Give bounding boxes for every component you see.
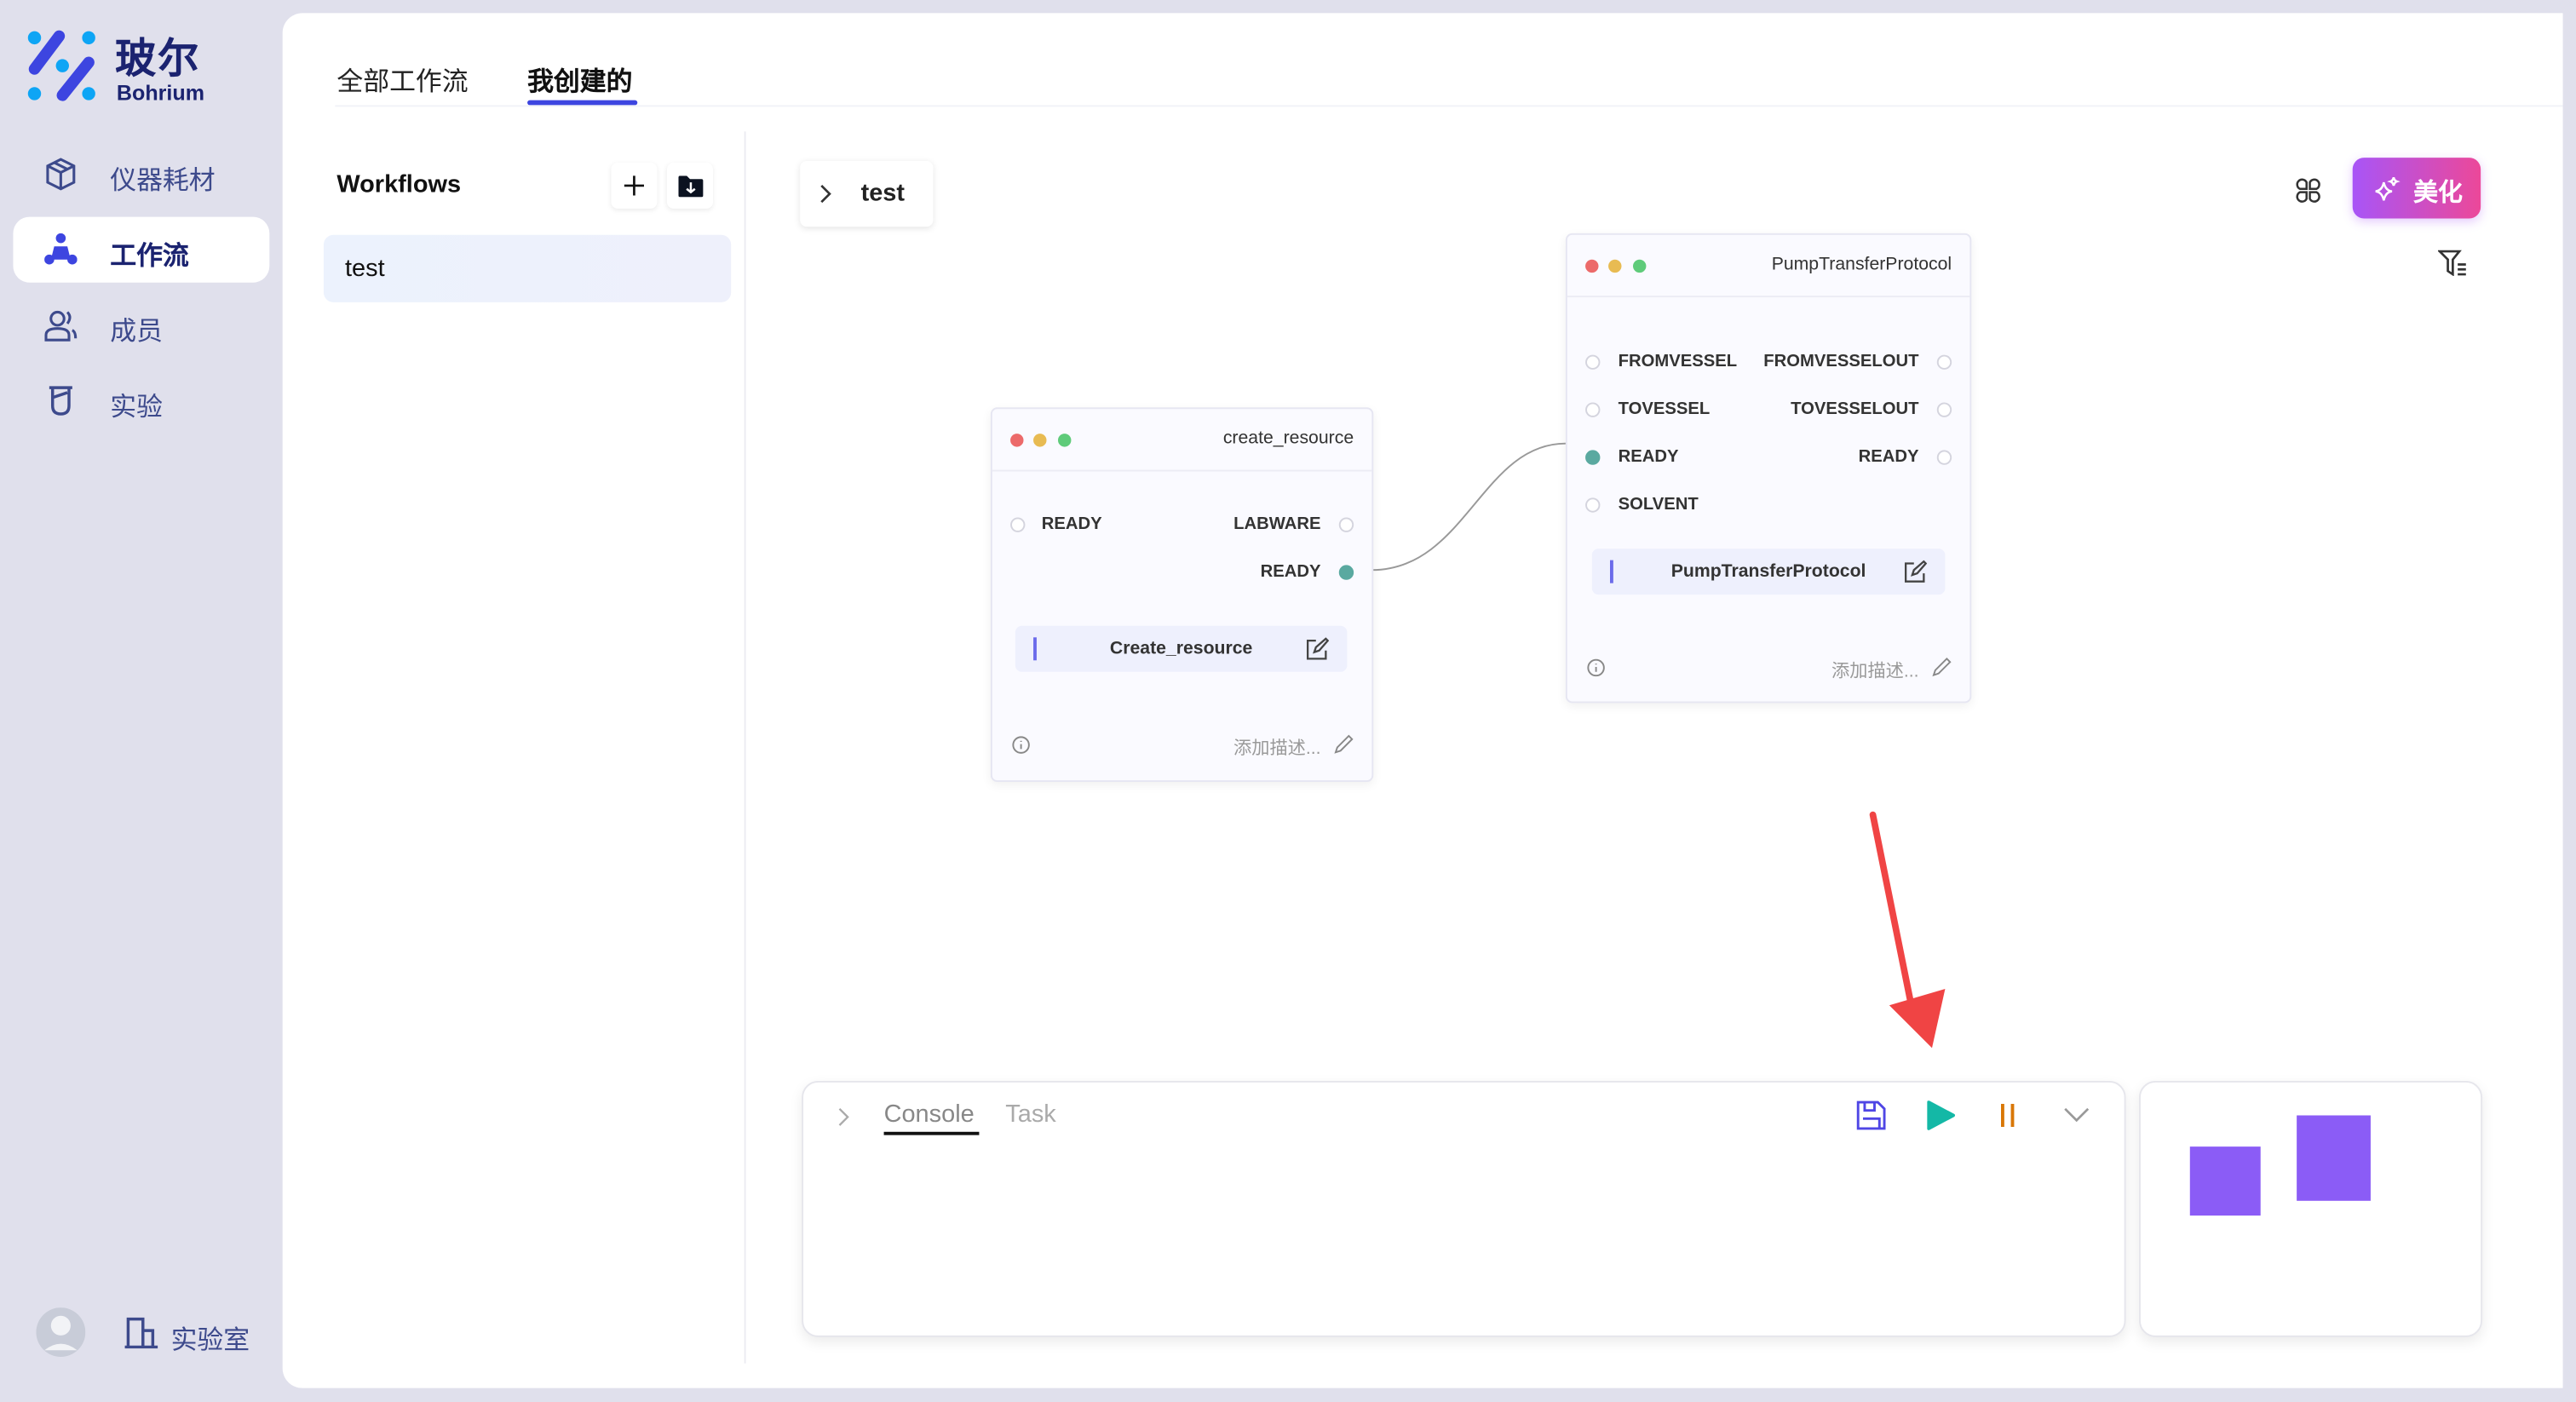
node-header[interactable]: create_resource [992,409,1372,472]
pane-divider [744,131,746,1364]
node-title: PumpTransferProtocol [1771,254,1952,275]
output-port[interactable] [1936,450,1952,465]
output-port[interactable] [1338,517,1354,532]
tab-task[interactable]: Task [1005,1100,1056,1129]
building-icon [124,1317,158,1349]
node-create-resource[interactable]: create_resource READY LABWARE READY Crea… [990,407,1374,782]
divider [335,105,2563,107]
save-icon[interactable] [1856,1100,1886,1130]
minimap[interactable] [2138,1080,2483,1337]
output-port-label: TOVESSELOUT [1791,399,1919,419]
brand-name-cn: 玻尔 [114,36,201,83]
plus-icon [624,175,644,196]
connection-edge[interactable] [283,13,2563,1388]
sidebar-item-members[interactable]: 成员 [13,292,269,358]
accent-bar [1609,560,1613,583]
close-dot-icon[interactable] [1585,259,1599,273]
cube-icon [46,158,76,191]
active-tab-indicator [527,100,638,106]
input-port[interactable] [1585,402,1601,417]
tab-console[interactable]: Console [883,1100,975,1129]
minimize-dot-icon[interactable] [1608,259,1622,273]
chevron-down-icon[interactable] [2063,1107,2090,1123]
input-port-connected[interactable] [1585,450,1601,465]
output-port-connected[interactable] [1338,565,1354,580]
pencil-icon[interactable] [1932,657,1952,677]
maximize-dot-icon[interactable] [1057,434,1072,447]
function-name: PumpTransferProtocol [1670,561,1866,582]
accent-bar [1033,637,1037,661]
pause-icon[interactable] [1998,1102,2017,1129]
minimize-dot-icon[interactable] [1033,434,1047,447]
beaker-icon [49,386,72,416]
maximize-dot-icon[interactable] [1632,259,1647,273]
input-port[interactable] [1010,517,1026,532]
tab-all-workflows[interactable]: 全部工作流 [336,68,469,97]
brand-name-en: Bohrium [116,80,205,106]
sidebar-item-label: 工作流 [110,243,189,272]
beautify-button[interactable]: 美化 [2352,158,2481,219]
edit-icon[interactable] [1904,560,1928,583]
input-port-label: READY [1618,446,1679,467]
sidebar-item-workflow[interactable]: 工作流 [13,216,270,283]
chevron-right-icon[interactable] [819,184,832,204]
node-header[interactable]: PumpTransferProtocol [1567,235,1970,298]
node-pump-transfer-protocol[interactable]: PumpTransferProtocol FROMVESSEL TOVESSEL… [1565,233,1972,704]
input-port-label: TOVESSEL [1618,399,1711,419]
info-icon[interactable] [1012,736,1030,754]
console-panel: Console Task [802,1080,2126,1337]
minimap-node [2297,1115,2371,1201]
output-port[interactable] [1936,354,1952,370]
description-placeholder[interactable]: 添加描述... [1233,738,1321,759]
sidebar-item-label: 实验 [110,394,163,422]
output-port[interactable] [1936,402,1952,417]
lab-switcher[interactable]: 实验室 [170,1327,250,1356]
output-port-label: FROMVESSELOUT [1763,351,1919,371]
workflow-icon [44,233,78,265]
add-workflow-button[interactable] [611,162,658,209]
workflow-list-item[interactable]: test [323,234,732,302]
input-port[interactable] [1585,354,1601,370]
chevron-right-icon[interactable] [838,1107,851,1127]
output-port-label: READY [1858,446,1919,467]
input-port-label: READY [1041,514,1102,534]
sidebar-item-label: 成员 [110,319,163,347]
function-box[interactable]: PumpTransferProtocol [1591,549,1946,595]
minimap-node [2189,1146,2261,1216]
sidebar-item-experiments[interactable]: 实验 [13,368,269,434]
output-port-label: READY [1260,561,1321,582]
workflow-name: test [344,254,385,283]
play-icon[interactable] [1927,1100,1955,1130]
folder-download-icon [677,175,703,197]
close-dot-icon[interactable] [1010,434,1024,447]
info-icon[interactable] [1587,658,1605,677]
function-box[interactable]: Create_resource [1015,625,1348,672]
workflows-title: Workflows [336,170,462,199]
import-workflow-button[interactable] [666,162,713,209]
users-icon [44,310,78,342]
active-tab-indicator [883,1131,980,1135]
input-port-label: FROMVESSEL [1618,351,1738,371]
breadcrumb[interactable]: test [800,160,934,227]
input-port[interactable] [1585,497,1601,513]
beautify-label: 美化 [2413,179,2463,207]
breadcrumb-current: test [860,179,906,207]
sidebar-item-label: 仪器耗材 [110,167,216,196]
main-panel: 全部工作流 我创建的 Workflows test test 美化 [282,13,2563,1388]
sidebar-item-instruments[interactable]: 仪器耗材 [13,141,269,207]
output-port-label: LABWARE [1233,514,1321,534]
node-title: create_resource [1222,428,1354,449]
pencil-icon[interactable] [1334,734,1354,754]
tab-my-created[interactable]: 我创建的 [527,68,633,97]
edit-icon[interactable] [1306,637,1330,660]
bohrium-logo-icon [27,30,95,101]
layout-grid-icon[interactable] [2293,175,2323,205]
filter-list-icon[interactable] [2437,250,2468,276]
description-placeholder[interactable]: 添加描述... [1831,662,1919,682]
sparkles-icon [2375,176,2401,201]
input-port-label: SOLVENT [1618,494,1699,514]
function-name: Create_resource [1109,639,1253,659]
avatar[interactable] [36,1307,86,1357]
